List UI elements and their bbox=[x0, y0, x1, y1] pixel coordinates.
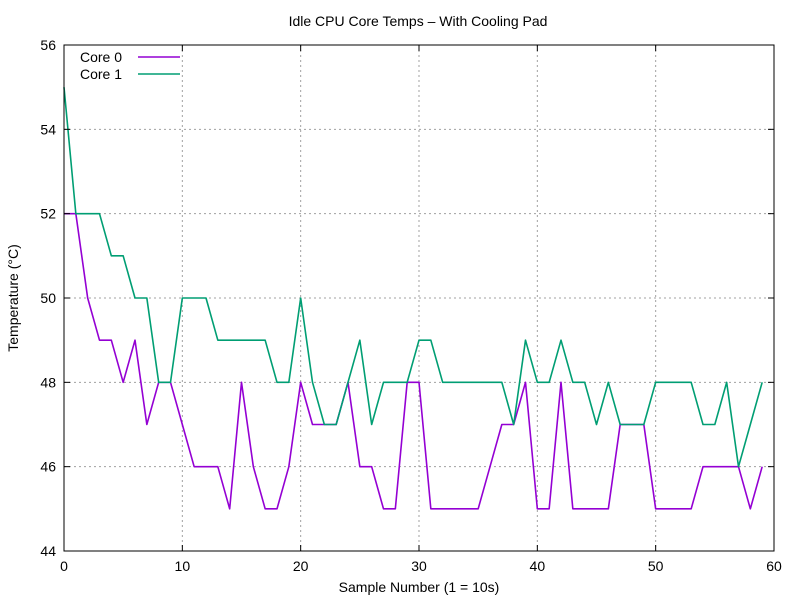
x-tick-label: 50 bbox=[648, 558, 664, 574]
x-tick-label: 30 bbox=[411, 558, 427, 574]
chart-title: Idle CPU Core Temps – With Cooling Pad bbox=[289, 13, 548, 29]
y-tick-label: 50 bbox=[40, 290, 56, 306]
y-tick-label: 56 bbox=[40, 37, 56, 53]
legend-label: Core 1 bbox=[80, 66, 122, 82]
x-tick-label: 0 bbox=[60, 558, 68, 574]
y-axis-label: Temperature (°C) bbox=[5, 244, 21, 352]
axis-ticks: 0 10 20 30 40 50 60 44 46 48 50 52 54 56 bbox=[40, 37, 782, 574]
x-axis-label: Sample Number (1 = 10s) bbox=[339, 579, 500, 595]
y-tick-label: 48 bbox=[40, 374, 56, 390]
x-tick-label: 10 bbox=[175, 558, 191, 574]
series-lines bbox=[63, 87, 763, 510]
y-tick-label: 46 bbox=[40, 459, 56, 475]
series-line-core-0 bbox=[64, 212, 763, 510]
series-line-core-1 bbox=[63, 87, 763, 468]
x-tick-label: 60 bbox=[766, 558, 782, 574]
legend-label: Core 0 bbox=[80, 49, 122, 65]
y-tick-label: 54 bbox=[40, 121, 56, 137]
x-tick-label: 40 bbox=[530, 558, 546, 574]
y-tick-label: 52 bbox=[40, 206, 56, 222]
x-tick-label: 20 bbox=[293, 558, 309, 574]
y-tick-label: 44 bbox=[40, 543, 56, 559]
